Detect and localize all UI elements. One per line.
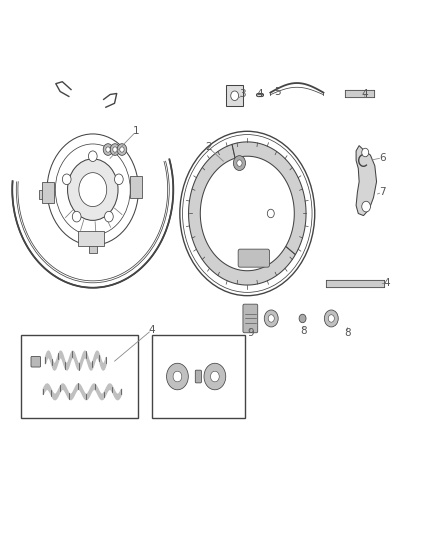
Polygon shape xyxy=(188,144,295,285)
Circle shape xyxy=(67,159,118,220)
Polygon shape xyxy=(11,90,171,182)
Circle shape xyxy=(267,209,274,217)
Circle shape xyxy=(114,174,123,184)
Circle shape xyxy=(268,315,274,322)
Circle shape xyxy=(233,156,246,171)
Text: 6: 6 xyxy=(379,153,385,163)
Circle shape xyxy=(362,201,371,212)
Circle shape xyxy=(299,314,306,322)
FancyBboxPatch shape xyxy=(89,239,97,253)
Circle shape xyxy=(264,310,278,327)
FancyBboxPatch shape xyxy=(195,370,201,383)
Circle shape xyxy=(173,371,182,382)
Polygon shape xyxy=(356,146,377,216)
FancyBboxPatch shape xyxy=(31,357,41,367)
Text: 3: 3 xyxy=(240,89,246,99)
Circle shape xyxy=(328,315,334,322)
Circle shape xyxy=(117,144,127,155)
Polygon shape xyxy=(232,142,306,255)
Text: 4: 4 xyxy=(361,89,368,99)
Text: 4: 4 xyxy=(383,278,390,288)
Circle shape xyxy=(106,147,110,152)
Text: 8: 8 xyxy=(344,328,351,338)
Circle shape xyxy=(103,144,113,155)
Circle shape xyxy=(237,160,242,166)
Circle shape xyxy=(113,147,117,152)
Text: 4: 4 xyxy=(148,325,155,335)
FancyBboxPatch shape xyxy=(42,182,54,203)
Circle shape xyxy=(120,147,124,152)
Circle shape xyxy=(110,144,120,155)
FancyBboxPatch shape xyxy=(243,304,258,333)
Circle shape xyxy=(211,371,219,382)
Circle shape xyxy=(362,148,369,157)
FancyBboxPatch shape xyxy=(39,190,53,199)
Bar xyxy=(21,335,138,418)
Circle shape xyxy=(88,151,97,161)
Circle shape xyxy=(166,364,188,390)
Text: 7: 7 xyxy=(379,187,385,197)
Text: 8: 8 xyxy=(300,326,307,336)
FancyBboxPatch shape xyxy=(78,231,104,246)
Text: 1: 1 xyxy=(133,126,140,136)
Text: 5: 5 xyxy=(275,86,281,96)
FancyBboxPatch shape xyxy=(130,176,142,198)
Circle shape xyxy=(105,212,113,222)
Circle shape xyxy=(231,91,239,101)
Circle shape xyxy=(62,174,71,184)
FancyBboxPatch shape xyxy=(238,249,269,267)
Text: 2: 2 xyxy=(205,142,212,152)
Bar xyxy=(152,335,245,418)
Circle shape xyxy=(72,212,81,222)
Circle shape xyxy=(324,310,338,327)
Circle shape xyxy=(79,173,107,207)
FancyBboxPatch shape xyxy=(226,85,244,107)
Text: 4: 4 xyxy=(256,89,263,99)
Circle shape xyxy=(204,364,226,390)
Text: 9: 9 xyxy=(247,328,254,338)
